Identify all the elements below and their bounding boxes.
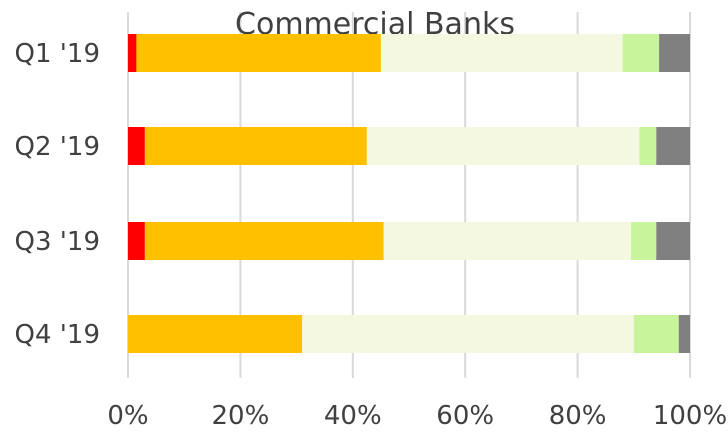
bar-segment [302, 315, 634, 353]
x-tick-label: 0% [107, 401, 148, 431]
x-tick-labels: 0% 20% 40% 60% 80% 100% [107, 401, 727, 431]
bars [128, 34, 690, 353]
category-label: Q2 '19 [14, 132, 100, 162]
bar-segment [659, 34, 690, 72]
bar-segment [383, 222, 631, 260]
bar-segment [128, 315, 303, 353]
category-label: Q1 '19 [14, 39, 100, 69]
bar-segment [633, 315, 679, 353]
x-tick-label: 40% [324, 401, 382, 431]
bar-segment [622, 34, 660, 72]
bar-segment [366, 127, 640, 165]
bar-segment [136, 34, 381, 72]
bar-segment [639, 127, 657, 165]
bar-segment [656, 222, 690, 260]
bar-segment [380, 34, 623, 72]
category-labels: Q1 '19 Q2 '19 Q3 '19 Q4 '19 [14, 39, 100, 350]
x-tick-label: 80% [549, 401, 607, 431]
x-tick-label: 100% [653, 401, 727, 431]
bar-segment [678, 315, 690, 353]
x-tick-label: 20% [212, 401, 270, 431]
bar-segment [128, 34, 137, 72]
bar-segment [128, 222, 145, 260]
category-label: Q3 '19 [14, 227, 100, 257]
bar-segment [656, 127, 690, 165]
x-tick-label: 60% [436, 401, 494, 431]
bar-segment [144, 127, 367, 165]
bar-segment [128, 127, 145, 165]
category-label: Q4 '19 [14, 320, 100, 350]
bar-segment [630, 222, 657, 260]
bar-segment [144, 222, 384, 260]
